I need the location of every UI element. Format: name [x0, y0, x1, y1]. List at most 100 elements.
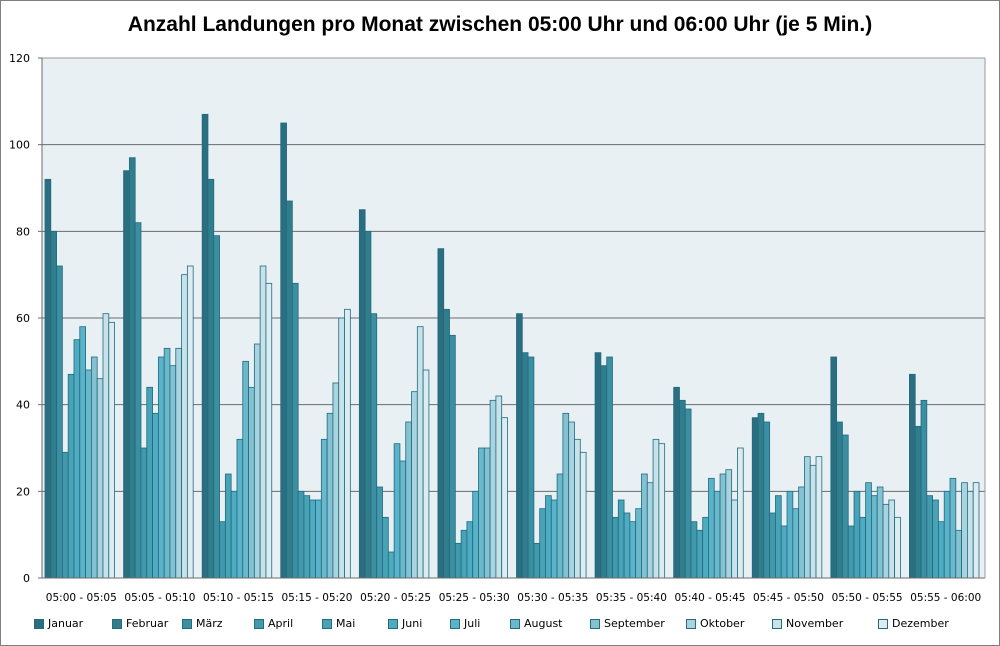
legend-swatch — [878, 618, 888, 629]
y-tick-label: 120 — [9, 52, 30, 65]
legend-label: Januar — [48, 617, 84, 630]
bar-januar-2 — [201, 113, 209, 579]
bar-april-0 — [62, 451, 69, 579]
bar-juni-4 — [387, 551, 395, 579]
legend-swatch — [686, 618, 696, 629]
x-tick-label: 05:20 - 05:25 — [360, 592, 431, 604]
bar-mai-4 — [382, 516, 389, 579]
bar-oktober-5 — [489, 399, 497, 579]
bar-september-5 — [483, 447, 491, 579]
bar-april-9 — [769, 512, 776, 579]
bar-april-5 — [454, 542, 462, 579]
bar-september-9 — [798, 486, 805, 579]
bar-februar-5 — [443, 308, 450, 579]
bar-märz-11 — [920, 399, 928, 579]
bar-dezember-0 — [108, 321, 115, 579]
legend-swatch — [450, 618, 460, 629]
bar-juli-4 — [393, 443, 401, 579]
legend-item-märz: März — [182, 617, 223, 630]
bar-januar-8 — [673, 386, 680, 579]
legend-swatch — [182, 618, 192, 629]
bar-mai-0 — [67, 373, 75, 579]
x-tick-label: 05:05 - 05:10 — [124, 592, 195, 604]
bar-oktober-0 — [96, 378, 104, 579]
legend-label: Juni — [402, 617, 423, 630]
x-tick-label: 05:15 - 05:20 — [282, 592, 353, 604]
bar-oktober-9 — [804, 456, 811, 579]
gridlines — [42, 57, 985, 492]
bar-september-2 — [248, 386, 255, 579]
y-tick-label: 60 — [16, 312, 30, 325]
legend-label: Dezember — [892, 617, 949, 630]
legend-swatch — [590, 618, 600, 629]
bar-januar-6 — [516, 313, 523, 579]
bar-november-3 — [338, 317, 345, 579]
y-tick-label: 80 — [16, 225, 30, 238]
bar-april-7 — [612, 516, 619, 579]
bar-januar-5 — [437, 248, 445, 579]
bar-september-0 — [90, 356, 98, 579]
legend-item-februar: Februar — [112, 617, 168, 630]
x-tick-label: 05:40 - 05:45 — [675, 592, 746, 604]
bar-dezember-1 — [186, 265, 194, 579]
bar-dezember-2 — [265, 282, 273, 579]
bar-juli-6 — [550, 499, 558, 579]
bar-juni-6 — [545, 495, 552, 579]
x-tick-label: 05:35 - 05:40 — [596, 592, 667, 604]
bar-oktober-11 — [961, 482, 968, 579]
bar-februar-3 — [286, 200, 293, 579]
legend-label: November — [786, 617, 844, 630]
legend-label: Februar — [126, 617, 169, 630]
bar-juli-8 — [708, 477, 715, 579]
legend-swatch — [34, 618, 44, 629]
bar-januar-7 — [594, 352, 602, 579]
bar-september-8 — [719, 473, 727, 579]
bar-märz-1 — [134, 222, 142, 579]
bar-april-1 — [140, 447, 148, 579]
bar-august-7 — [635, 508, 642, 579]
bar-dezember-11 — [972, 482, 980, 579]
legend-swatch — [322, 618, 332, 629]
y-tick-label: 0 — [23, 572, 30, 585]
bar-september-10 — [876, 486, 884, 579]
x-tick-label: 05:55 - 06:00 — [910, 592, 981, 604]
bar-märz-0 — [56, 265, 63, 579]
legend-swatch — [388, 618, 398, 629]
bar-juni-1 — [152, 412, 159, 579]
bar-november-7 — [652, 438, 660, 579]
bar-januar-9 — [751, 417, 759, 579]
bar-september-11 — [955, 529, 963, 579]
bar-mai-5 — [460, 529, 468, 579]
bar-mai-3 — [303, 495, 311, 579]
bar-oktober-8 — [725, 469, 733, 579]
x-tick-label: 05:45 - 05:50 — [753, 592, 824, 604]
bar-oktober-7 — [646, 482, 654, 579]
bar-november-9 — [809, 464, 817, 579]
y-tick-labels: 0 20 40 60 80 100 120 — [9, 52, 30, 585]
legend-item-januar: Januar — [34, 617, 83, 630]
legend-item-mai: Mai — [322, 617, 355, 630]
legend-swatch — [254, 618, 264, 629]
legend-item-juli: Juli — [450, 617, 480, 630]
bar-april-2 — [219, 521, 226, 579]
bar-dezember-10 — [894, 516, 901, 579]
bar-dezember-6 — [579, 451, 587, 579]
bar-januar-3 — [280, 122, 287, 579]
x-tick-label: 05:50 - 05:55 — [832, 592, 903, 604]
bar-november-2 — [259, 265, 267, 579]
bar-märz-3 — [291, 282, 299, 579]
bar-februar-2 — [207, 178, 215, 579]
legend-item-oktober: Oktober — [686, 617, 744, 630]
bar-märz-5 — [449, 334, 456, 579]
bar-april-10 — [847, 525, 855, 579]
bar-februar-1 — [128, 157, 136, 579]
bar-august-4 — [399, 460, 407, 579]
bar-januar-10 — [830, 356, 838, 579]
bar-oktober-6 — [568, 421, 575, 579]
bar-juni-11 — [938, 521, 945, 579]
legend-label: Mai — [336, 617, 356, 630]
legend-item-juni: Juni — [388, 617, 422, 630]
bar-november-5 — [495, 395, 503, 579]
bar-august-0 — [85, 369, 92, 579]
bar-juli-10 — [865, 482, 872, 579]
